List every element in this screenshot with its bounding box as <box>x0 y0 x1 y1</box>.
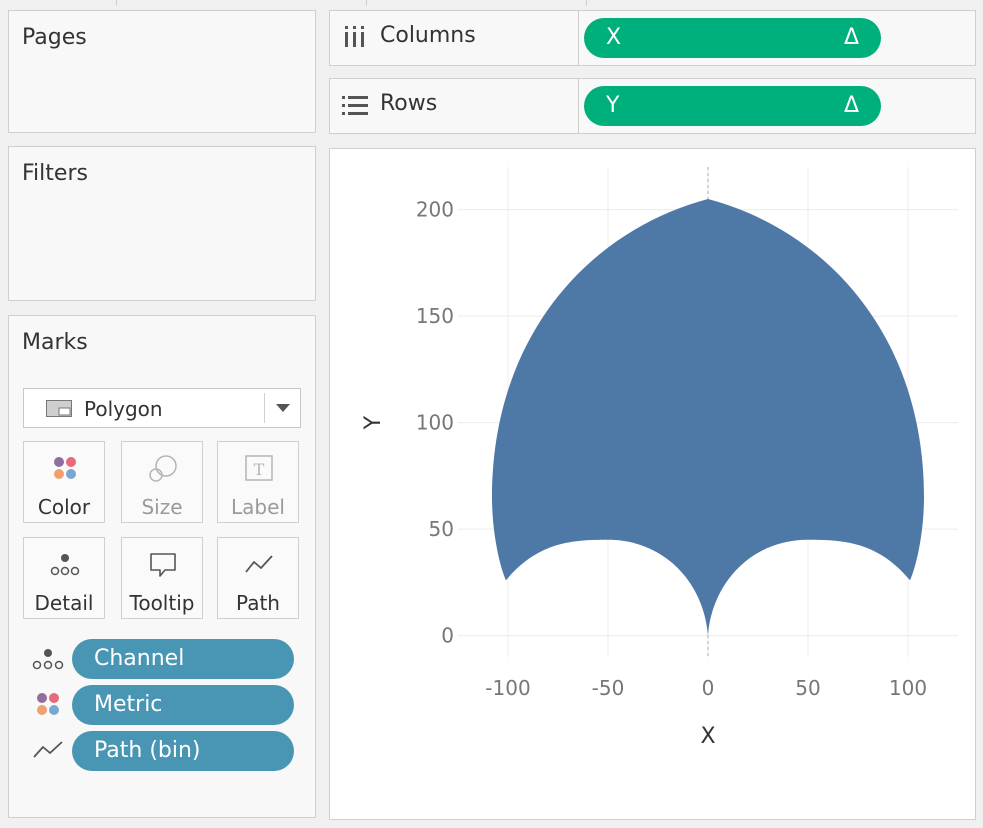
y-axis-title: Y <box>361 415 386 430</box>
x-tick-label: -100 <box>485 676 530 700</box>
tooltip-bubble-icon <box>150 553 176 577</box>
y-measure-pill[interactable]: Y Δ <box>584 86 881 126</box>
svg-text:T: T <box>254 460 265 479</box>
columns-shelf[interactable]: Columns X Δ <box>329 10 976 66</box>
polygon-mark[interactable] <box>492 199 924 636</box>
tooltip-button[interactable]: Tooltip <box>121 537 203 619</box>
x-tick-label: -50 <box>592 676 625 700</box>
label-button[interactable]: T Label <box>217 441 299 523</box>
size-button-label: Size <box>141 495 183 519</box>
view-canvas[interactable]: 0 50 100 150 200 -100 -50 0 50 100 X Y <box>329 148 976 820</box>
channel-pill[interactable]: Channel <box>72 639 294 679</box>
top-divider <box>586 0 587 6</box>
marks-card: Marks Polygon Color Size T Label <box>8 315 316 818</box>
shelf-divider <box>578 11 579 65</box>
delta-icon: Δ <box>843 25 859 50</box>
rows-label: Rows <box>380 91 438 116</box>
metric-pill[interactable]: Metric <box>72 685 294 725</box>
polygon-mark-icon <box>46 400 72 417</box>
x-tick-label: 100 <box>889 676 927 700</box>
chevron-down-icon[interactable] <box>276 404 290 412</box>
rows-shelf[interactable]: Rows Y Δ <box>329 78 976 134</box>
path-button-label: Path <box>236 591 280 615</box>
columns-icon <box>345 26 364 47</box>
top-divider <box>116 0 117 6</box>
filters-title: Filters <box>22 161 88 186</box>
path-button[interactable]: Path <box>217 537 299 619</box>
y-axis-ticks: 0 50 100 150 200 <box>416 198 454 648</box>
shelf-divider <box>578 79 579 133</box>
top-divider <box>366 0 367 6</box>
detail-button[interactable]: Detail <box>23 537 105 619</box>
text-label-icon: T <box>245 455 273 481</box>
color-button-label: Color <box>37 495 91 519</box>
dropdown-divider <box>264 393 265 423</box>
x-tick-label: 50 <box>795 676 820 700</box>
tooltip-button-label: Tooltip <box>129 591 195 615</box>
y-tick-label: 100 <box>416 411 454 435</box>
y-tick-label: 200 <box>416 198 454 222</box>
color-button[interactable]: Color <box>23 441 105 523</box>
path-line-icon <box>245 555 273 573</box>
path-line-icon <box>33 741 63 758</box>
path-bin-pill[interactable]: Path (bin) <box>72 731 294 771</box>
pages-card[interactable]: Pages <box>8 10 316 133</box>
filters-card[interactable]: Filters <box>8 146 316 301</box>
pages-title: Pages <box>22 25 87 50</box>
detail-dots-icon <box>32 649 64 670</box>
columns-label: Columns <box>380 23 476 48</box>
y-tick-label: 50 <box>429 517 454 541</box>
x-measure-pill[interactable]: X Δ <box>584 18 881 58</box>
marks-title: Marks <box>22 330 88 355</box>
y-tick-label: 0 <box>441 624 454 648</box>
color-dots-icon <box>37 693 59 715</box>
detail-button-label: Detail <box>34 591 94 615</box>
size-button[interactable]: Size <box>121 441 203 523</box>
x-pill-label: X <box>606 25 622 50</box>
rows-icon <box>342 96 368 115</box>
x-tick-label: 0 <box>702 676 715 700</box>
mark-type-label: Polygon <box>84 397 163 421</box>
x-axis-ticks: -100 -50 0 50 100 <box>485 676 927 700</box>
polygon-chart[interactable]: 0 50 100 150 200 -100 -50 0 50 100 X Y <box>330 149 975 819</box>
y-tick-label: 150 <box>416 304 454 328</box>
color-dots-icon <box>54 457 76 479</box>
label-button-label: Label <box>231 495 285 519</box>
x-axis-title: X <box>700 724 715 749</box>
mark-type-dropdown[interactable]: Polygon <box>23 388 301 428</box>
delta-icon: Δ <box>843 93 859 118</box>
size-circles-icon <box>149 455 177 482</box>
y-pill-label: Y <box>606 93 620 118</box>
detail-dots-icon <box>50 554 80 576</box>
